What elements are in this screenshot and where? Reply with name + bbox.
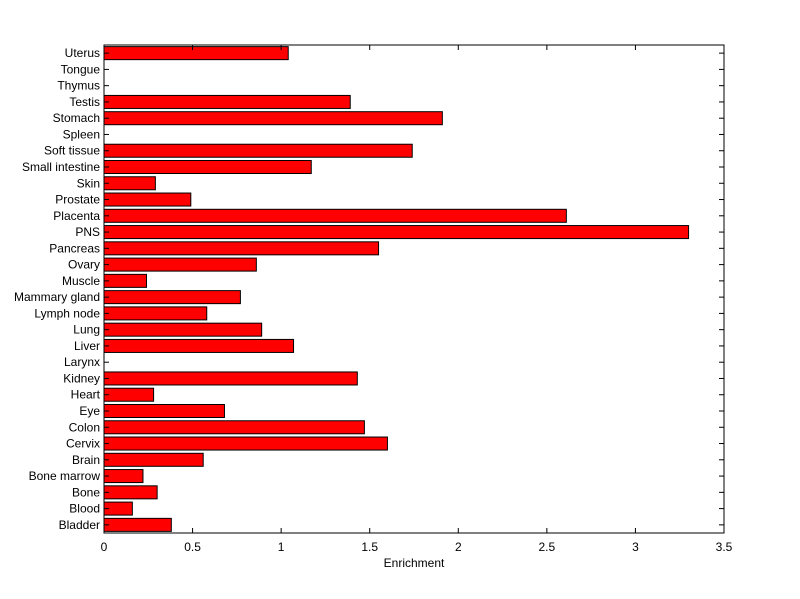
category-label: Kidney — [63, 371, 100, 385]
category-label: Small intestine — [22, 160, 100, 174]
bar-eye — [103, 403, 225, 419]
category-label: Cervix — [66, 437, 100, 451]
x-tick-label: 1.5 — [361, 540, 378, 554]
ticks-group — [103, 45, 725, 533]
x-tick-labels-group: 0 0.5 1 1.5 2 2.5 3 3.5 — [101, 540, 733, 554]
category-label: Tongue — [61, 62, 101, 76]
category-label: Lymph node — [34, 306, 100, 320]
category-label: Eye — [79, 404, 100, 418]
plot-area-frame — [103, 44, 725, 534]
bar-brain — [103, 452, 204, 467]
x-tick-label: 0 — [101, 540, 108, 554]
category-label: Muscle — [62, 274, 100, 288]
category-label: Heart — [71, 388, 101, 402]
category-label: Pancreas — [49, 241, 100, 255]
bar-lymph-node — [103, 306, 208, 321]
category-label: Bone marrow — [29, 469, 101, 483]
x-axis-label: Enrichment — [384, 556, 445, 570]
category-label: Spleen — [63, 127, 100, 141]
category-label: Testis — [69, 95, 100, 109]
bar-ovary — [103, 257, 257, 272]
x-tick-label: 3.5 — [716, 540, 733, 554]
bar-bone — [103, 485, 158, 500]
bar-uterus — [103, 46, 289, 61]
x-tick-label: 3 — [632, 540, 639, 554]
category-label: Prostate — [55, 193, 100, 207]
category-label: Colon — [69, 420, 100, 434]
bar-cervix — [103, 436, 388, 451]
category-label: Mammary gland — [14, 290, 100, 304]
bar-mammary-gland — [103, 290, 241, 305]
bar-pancreas — [103, 241, 380, 256]
category-label: Thymus — [57, 79, 100, 93]
category-label: Soft tissue — [44, 144, 100, 158]
bar-small-intestine — [103, 159, 312, 175]
category-label: Stomach — [53, 111, 100, 125]
category-label: Blood — [69, 502, 100, 516]
bar-pns — [103, 225, 690, 240]
category-label: Bladder — [59, 518, 100, 532]
bar-bone-marrow — [103, 469, 144, 484]
category-label: Brain — [72, 453, 100, 467]
bar-heart — [103, 387, 155, 402]
bar-colon — [103, 420, 365, 435]
bar-soft-tissue — [103, 143, 413, 158]
bar-testis — [103, 94, 351, 109]
bar-lung — [103, 322, 263, 337]
bar-placenta — [103, 208, 567, 223]
category-label: Ovary — [68, 258, 100, 272]
bar-liver — [103, 338, 295, 353]
category-label: Placenta — [53, 209, 100, 223]
bar-bladder — [103, 517, 172, 532]
category-label: Bone — [72, 485, 100, 499]
x-tick-label: 0.5 — [184, 540, 201, 554]
category-label: Skin — [77, 176, 100, 190]
category-label: Larynx — [64, 355, 100, 369]
category-label: Lung — [73, 323, 100, 337]
category-label: Liver — [74, 339, 100, 353]
x-tick-label: 2 — [455, 540, 462, 554]
x-tick-label: 1 — [278, 540, 285, 554]
category-labels-group: Uterus Tongue Thymus Testis Stomach Spleen Sof… — [14, 46, 101, 532]
category-label: PNS — [75, 225, 100, 239]
bar-stomach — [103, 111, 443, 126]
x-tick-label: 2.5 — [539, 540, 556, 554]
category-label: Uterus — [65, 46, 100, 60]
bar-muscle — [103, 273, 148, 288]
bar-kidney — [103, 371, 358, 386]
bar-skin — [103, 176, 156, 191]
bar-prostate — [103, 192, 192, 207]
